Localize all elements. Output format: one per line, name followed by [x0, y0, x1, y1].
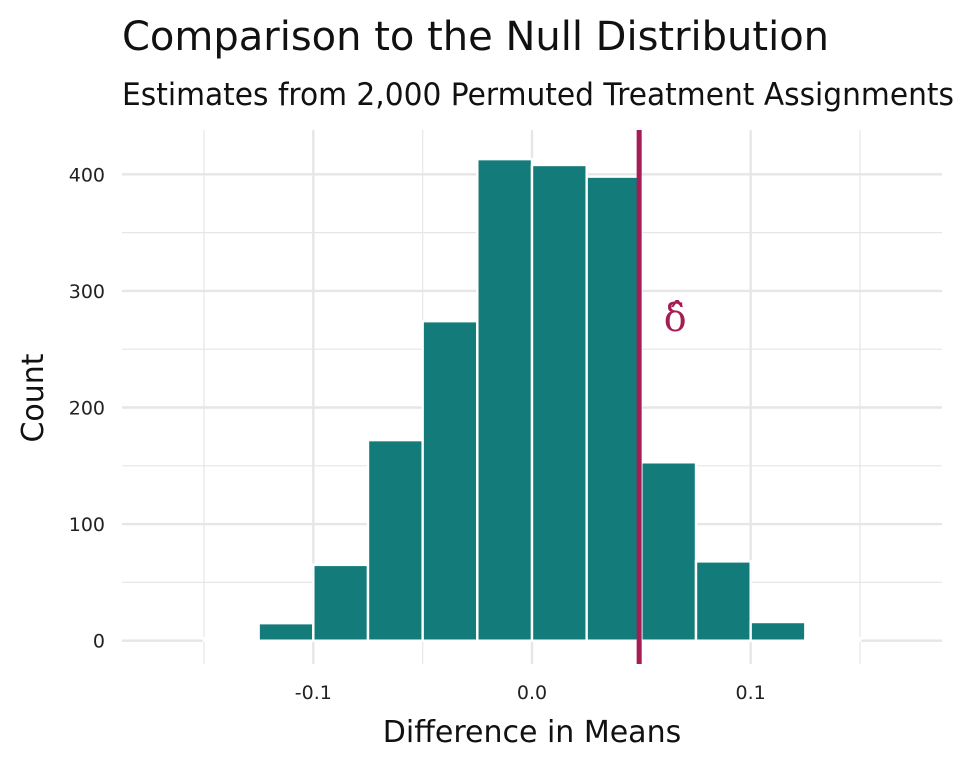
y-tick-label: 400	[69, 164, 105, 186]
y-tick-label: 100	[69, 514, 105, 536]
x-axis-title: Difference in Means	[383, 715, 681, 750]
chart-title: Comparison to the Null Distribution	[122, 14, 829, 60]
histogram-bar	[312, 563, 370, 642]
histogram-bar	[804, 637, 862, 642]
histogram-bar	[530, 163, 588, 642]
histogram-bar	[640, 461, 698, 642]
x-tick-label: -0.1	[295, 682, 332, 704]
histogram-bar	[585, 175, 643, 642]
histogram-bar	[694, 560, 752, 642]
histogram-bar	[366, 438, 424, 642]
y-tick-label: 300	[69, 281, 105, 303]
histogram-bars	[202, 157, 862, 642]
reference-line-group: δ̂	[636, 130, 687, 664]
y-tick-label: 0	[93, 631, 105, 653]
x-tick-label: 0.0	[517, 682, 547, 704]
y-tick-label: 200	[69, 397, 105, 419]
histogram-bar	[202, 637, 260, 642]
histogram-bar	[749, 620, 807, 642]
chart-subtitle: Estimates from 2,000 Permuted Treatment …	[122, 77, 954, 113]
histogram-bar	[257, 621, 315, 642]
delta-hat-label: δ̂	[664, 296, 687, 340]
histogram-bar	[421, 320, 479, 642]
x-axis-tick-labels: -0.1 0.0 0.1	[295, 682, 766, 704]
y-axis-title: Count	[16, 353, 51, 442]
x-tick-label: 0.1	[736, 682, 766, 704]
y-axis-tick-labels: 0 100 200 300 400	[69, 164, 105, 652]
histogram-bar	[476, 157, 534, 642]
